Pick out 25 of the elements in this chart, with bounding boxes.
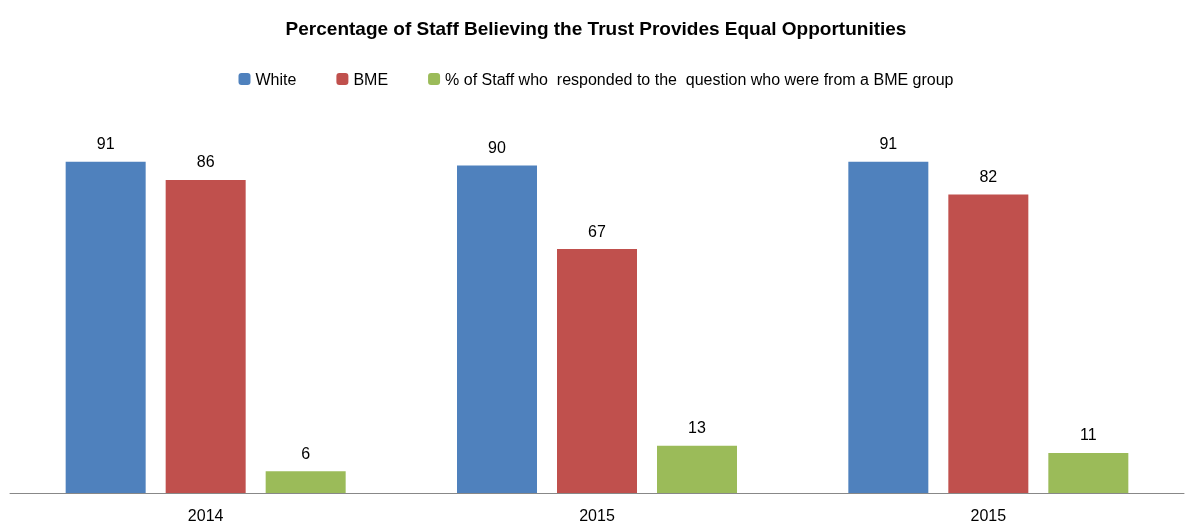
data-label: 6 (301, 444, 311, 462)
legend-label: % of Staff who responded to the question who were from a BME group (445, 70, 954, 88)
data-label: 67 (588, 222, 606, 240)
bar (557, 249, 637, 493)
bar (265, 471, 346, 493)
legend-label: White (255, 70, 297, 88)
data-label: 13 (688, 419, 706, 437)
bar (1048, 452, 1129, 493)
data-label: 11 (1080, 426, 1097, 444)
data-label: 86 (196, 153, 215, 171)
data-label: 91 (879, 135, 898, 153)
x-tick-label: 2015 (970, 506, 1007, 524)
legend-label: BME (353, 70, 389, 88)
bar (65, 161, 146, 493)
bar (165, 179, 246, 493)
data-label: 82 (979, 168, 998, 186)
x-tick-label: 2014 (187, 506, 224, 524)
bar (657, 445, 737, 493)
data-label: 90 (488, 138, 506, 156)
bar (848, 161, 929, 493)
data-label: 91 (96, 135, 115, 153)
bar (948, 194, 1029, 493)
x-tick-label: 2015 (579, 506, 615, 524)
chart-title: Percentage of Staff Believing the Trust Provides Equal Opportunities (285, 18, 907, 39)
bar (457, 165, 537, 493)
